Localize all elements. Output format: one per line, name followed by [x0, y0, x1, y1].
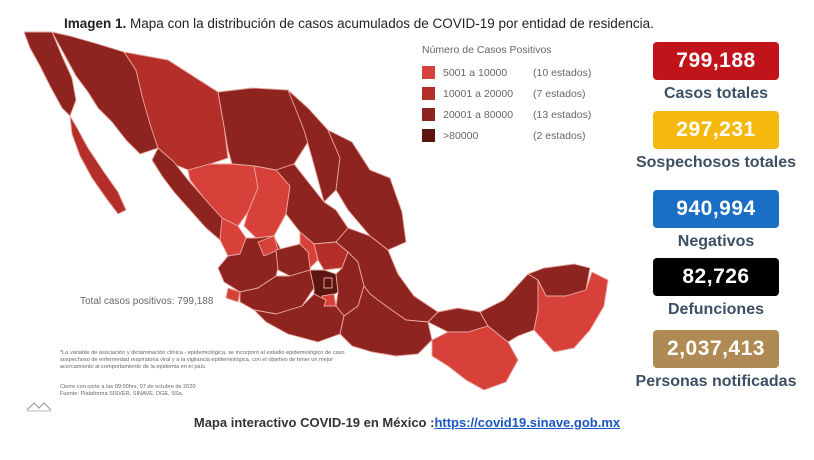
stat-value: 297,231	[676, 118, 756, 141]
figure-title: Imagen 1. Mapa con la distribución de ca…	[64, 16, 654, 31]
legend-count: (7 estados)	[533, 87, 586, 100]
legend-count: (13 estados)	[533, 108, 592, 121]
stat-box-sospechosos: 297,231	[653, 111, 779, 149]
stat-value: 799,188	[676, 49, 756, 72]
state-guerrero[interactable]	[253, 293, 345, 343]
mexico-map	[23, 31, 609, 391]
legend-item: 20001 a 80000 (13 estados)	[422, 104, 591, 125]
legend-item: >80000 (2 estados)	[422, 125, 591, 146]
footer: Mapa interactivo COVID-19 en México :htt…	[0, 415, 814, 430]
stat-value: 2,037,413	[667, 337, 765, 360]
health-logo-icon	[26, 402, 52, 412]
stat-label: Casos totales	[663, 85, 769, 102]
stat-label: Negativos	[677, 233, 755, 250]
stat-defunciones: 82,726 Defunciones	[618, 258, 814, 319]
methodology-note: *La variable de asociación y dictaminaci…	[60, 350, 345, 370]
state-baja-california-sur[interactable]	[69, 115, 127, 215]
legend-swatch	[422, 66, 435, 79]
state-ciudad-de-mexico[interactable]	[323, 277, 333, 289]
state-oaxaca[interactable]	[339, 285, 433, 357]
footer-text: Mapa interactivo COVID-19 en México :	[193, 415, 435, 430]
stat-sospechosos-totales: 297,231 Sospechosos totales	[618, 111, 814, 172]
legend-range: >80000	[443, 129, 479, 142]
legend-count: (2 estados)	[533, 129, 586, 142]
legend-range: 20001 a 80000	[443, 108, 514, 121]
state-quintana-roo[interactable]	[533, 271, 609, 353]
source-text: Fuente: Plataforma SISVER, SINAVE, DGE, …	[60, 391, 184, 397]
cutoff-text: Cierre con corte a las 09:00hrs, 07 de o…	[60, 384, 196, 390]
stat-label: Defunciones	[667, 301, 764, 318]
legend-count: (10 estados)	[533, 66, 592, 79]
stat-box-negativos: 940,994	[653, 190, 779, 228]
stat-value: 940,994	[676, 197, 756, 220]
interactive-map-link[interactable]: https://covid19.sinave.gob.mx	[434, 415, 621, 430]
stat-casos-totales: 799,188 Casos totales	[618, 42, 814, 103]
legend-swatch	[422, 129, 435, 142]
total-positive-text: Total casos positivos: 799,188	[80, 296, 214, 307]
state-colima[interactable]	[225, 287, 241, 303]
stat-label: Sospechosos totales	[635, 154, 797, 171]
legend-range: 5001 a 10000	[443, 66, 508, 79]
figure-label: Imagen 1.	[64, 16, 127, 31]
map-legend: Número de Casos Positivos 5001 a 10000 (…	[422, 44, 591, 146]
legend-item: 5001 a 10000 (10 estados)	[422, 62, 591, 83]
stat-personas-notificadas: 2,037,413 Personas notificadas	[618, 330, 814, 391]
legend-title: Número de Casos Positivos	[422, 44, 552, 56]
stat-box-casos-totales: 799,188	[653, 42, 779, 80]
state-tamaulipas[interactable]	[327, 129, 407, 251]
stat-negativos: 940,994 Negativos	[618, 190, 814, 251]
source-block: Cierre con corte a las 09:00hrs, 07 de o…	[60, 384, 360, 398]
stat-value: 82,726	[682, 265, 750, 288]
legend-swatch	[422, 87, 435, 100]
legend-item: 10001 a 20000 (7 estados)	[422, 83, 591, 104]
state-chiapas[interactable]	[431, 325, 519, 391]
legend-range: 10001 a 20000	[443, 87, 514, 100]
stat-label: Personas notificadas	[635, 373, 797, 390]
legend-swatch	[422, 108, 435, 121]
stat-box-defunciones: 82,726	[653, 258, 779, 296]
state-sonora[interactable]	[51, 31, 159, 155]
stat-box-notificadas: 2,037,413	[653, 330, 779, 368]
figure-caption: Mapa con la distribución de casos acumul…	[130, 16, 654, 31]
